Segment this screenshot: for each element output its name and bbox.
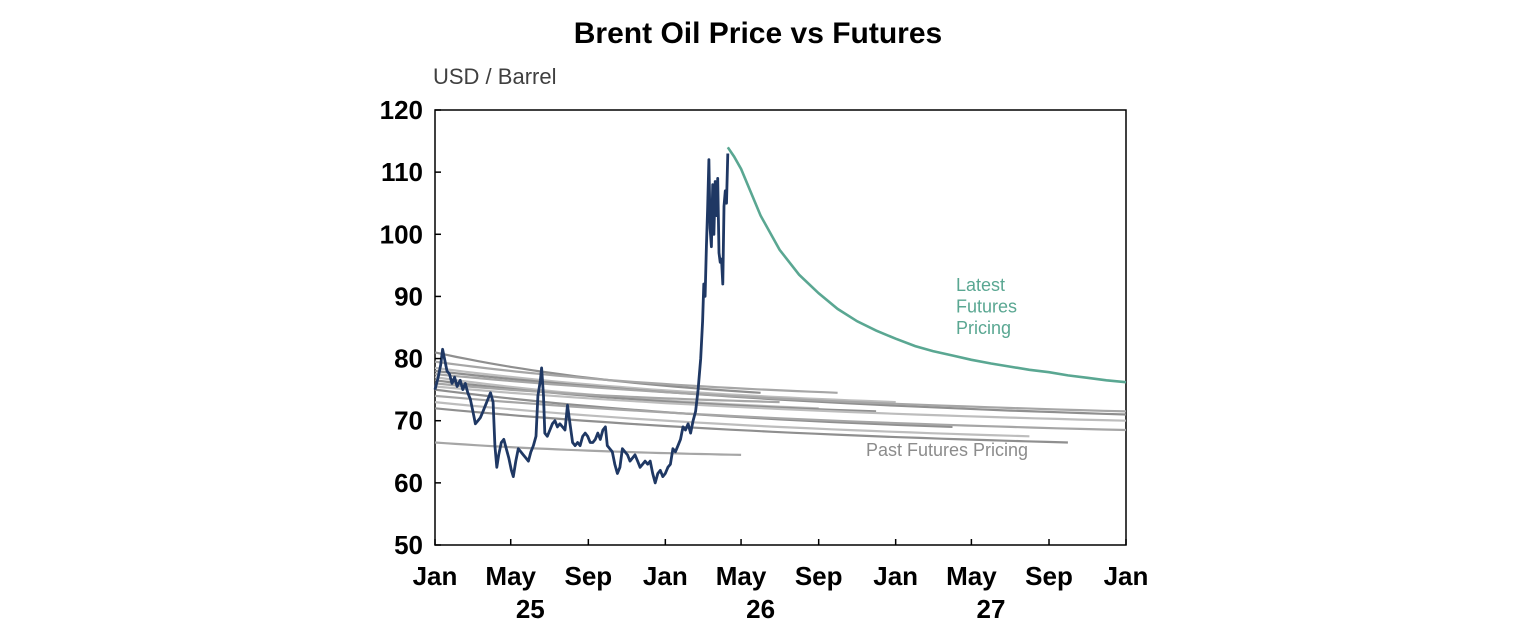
- x-tick-label: May: [716, 561, 767, 591]
- past-futures-line: [434, 382, 780, 404]
- x-tick-label: Jan: [1104, 561, 1149, 591]
- latest-futures-annotation: Latest: [956, 275, 1005, 295]
- x-year-label: 26: [746, 594, 775, 624]
- x-tick-label: Jan: [413, 561, 458, 591]
- y-tick-label: 60: [394, 468, 423, 498]
- brent-spot-line: [433, 153, 730, 485]
- past-futures-line: [434, 394, 1127, 432]
- latest-futures-line: [726, 146, 1127, 384]
- y-tick-label: 100: [380, 219, 423, 249]
- past-futures-line: [434, 360, 838, 394]
- x-year-label: 25: [516, 594, 545, 624]
- past-futures-line: [434, 401, 1030, 438]
- plot-area-frame: [434, 109, 1127, 546]
- x-tick-label: Sep: [795, 561, 843, 591]
- x-tick-label: May: [946, 561, 997, 591]
- x-tick-label: Jan: [873, 561, 918, 591]
- x-tick-label: Jan: [643, 561, 688, 591]
- latest-futures-group: [726, 146, 1127, 384]
- x-year-label: 27: [976, 594, 1005, 624]
- chart-title: Brent Oil Price vs Futures: [574, 17, 942, 50]
- y-tick-label: 90: [394, 281, 423, 311]
- latest-futures-annotation: Futures: [956, 297, 1017, 317]
- y-tick-label: 80: [394, 344, 423, 374]
- y-tick-label: 70: [394, 406, 423, 436]
- past-futures-line: [434, 385, 1127, 422]
- past-futures-line: [434, 366, 896, 404]
- x-tick-label: Sep: [1025, 561, 1073, 591]
- y-tick-label: 110: [381, 157, 423, 187]
- past-futures-line: [434, 407, 1068, 444]
- past-futures-line: [434, 441, 742, 456]
- y-tick-label: 50: [394, 530, 423, 560]
- past-futures-line: [434, 373, 1127, 413]
- latest-futures-annotation: Pricing: [956, 318, 1011, 338]
- x-tick-label: May: [485, 561, 536, 591]
- y-axis-unit-label: USD / Barrel: [433, 64, 556, 89]
- axes-group: 50 60 70 80 90 100 110 120 Jan May Sep Jan May Sep Jan…: [380, 95, 1149, 624]
- past-futures-group: [434, 351, 1127, 456]
- spot-price-group: [433, 153, 730, 485]
- x-tick-label: Sep: [565, 561, 613, 591]
- past-futures-annotation: Past Futures Pricing: [866, 440, 1028, 460]
- y-tick-label: 120: [380, 95, 423, 125]
